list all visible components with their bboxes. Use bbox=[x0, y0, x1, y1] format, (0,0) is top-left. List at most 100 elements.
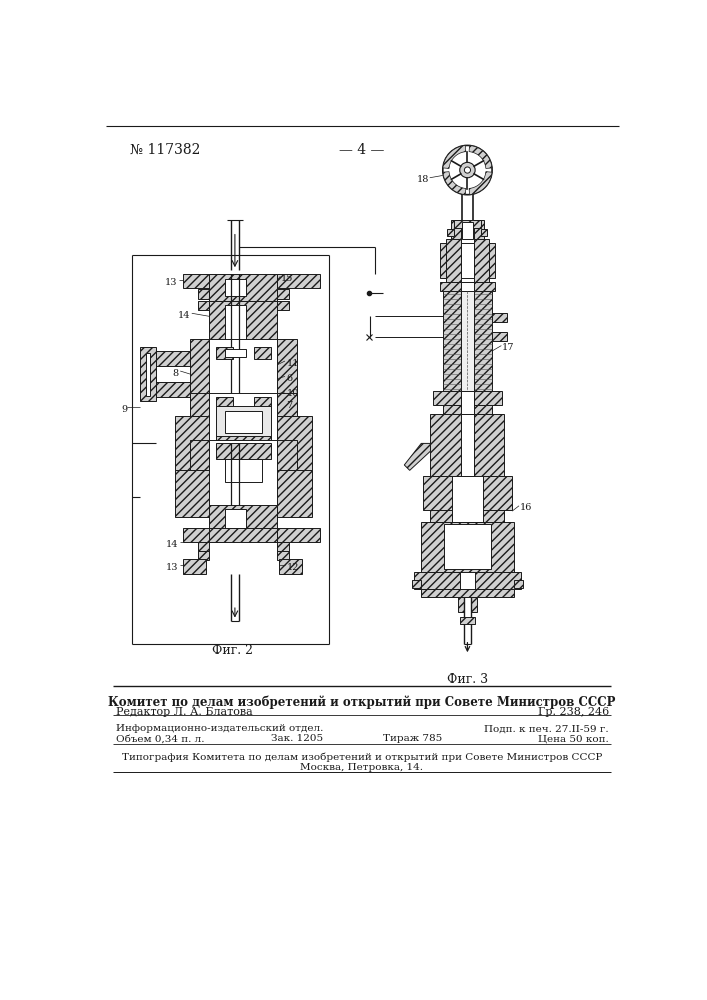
Circle shape bbox=[443, 145, 492, 195]
Text: — 4 —: — 4 — bbox=[339, 143, 385, 157]
Bar bbox=[475, 572, 521, 589]
Text: 14: 14 bbox=[166, 540, 179, 549]
Bar bbox=[452, 476, 483, 522]
Bar bbox=[209, 440, 277, 517]
Bar bbox=[414, 572, 460, 589]
Bar bbox=[474, 239, 489, 282]
Bar bbox=[182, 528, 225, 542]
Text: 10: 10 bbox=[286, 389, 299, 398]
Text: № 117382: № 117382 bbox=[130, 143, 201, 157]
Bar bbox=[277, 551, 288, 560]
Bar bbox=[450, 220, 461, 239]
Bar bbox=[225, 459, 262, 482]
Text: 16: 16 bbox=[520, 503, 532, 512]
Bar bbox=[175, 416, 209, 470]
Bar bbox=[431, 510, 504, 522]
Bar bbox=[412, 580, 421, 588]
Bar bbox=[209, 393, 277, 470]
Bar bbox=[216, 347, 233, 359]
Bar bbox=[277, 301, 288, 310]
Text: 13: 13 bbox=[166, 563, 179, 572]
Bar bbox=[182, 274, 225, 288]
Text: 6: 6 bbox=[286, 374, 293, 383]
Bar bbox=[140, 347, 156, 401]
Bar bbox=[489, 243, 495, 278]
Text: Информационно-издательский отдел.: Информационно-издательский отдел. bbox=[115, 724, 323, 733]
Bar bbox=[474, 391, 502, 405]
Text: 9: 9 bbox=[121, 405, 127, 414]
Bar bbox=[225, 305, 247, 347]
Bar bbox=[474, 476, 512, 510]
Bar bbox=[216, 436, 271, 447]
Bar bbox=[461, 391, 474, 414]
Bar bbox=[481, 229, 487, 235]
Bar bbox=[190, 339, 209, 416]
Text: Комитет по делам изобретений и открытий при Совете Министров СССР: Комитет по делам изобретений и открытий … bbox=[108, 696, 616, 709]
Bar bbox=[444, 524, 491, 569]
Bar bbox=[198, 289, 209, 299]
Polygon shape bbox=[443, 146, 466, 168]
Bar bbox=[277, 393, 296, 416]
Polygon shape bbox=[404, 443, 431, 470]
Bar bbox=[423, 476, 461, 510]
Bar bbox=[464, 597, 472, 620]
Bar bbox=[277, 274, 320, 288]
Bar bbox=[225, 279, 247, 296]
Text: 15: 15 bbox=[281, 274, 293, 283]
Bar bbox=[454, 220, 481, 228]
Bar bbox=[448, 229, 454, 235]
Bar bbox=[474, 405, 492, 414]
Bar bbox=[277, 528, 320, 542]
Bar bbox=[446, 239, 461, 282]
Bar bbox=[461, 291, 474, 391]
Text: 14: 14 bbox=[177, 311, 190, 320]
Text: Зак. 1205: Зак. 1205 bbox=[271, 734, 323, 743]
Text: Типография Комитета по делам изобретений и открытий при Совете Министров СССР: Типография Комитета по делам изобретений… bbox=[122, 753, 602, 762]
Text: Фиг. 3: Фиг. 3 bbox=[447, 673, 488, 686]
Bar bbox=[421, 589, 514, 597]
Text: Объем 0,34 п. л.: Объем 0,34 п. л. bbox=[115, 734, 204, 743]
Bar bbox=[156, 382, 209, 397]
Bar bbox=[277, 416, 312, 470]
Text: Фиг. 2: Фиг. 2 bbox=[212, 644, 253, 657]
Bar bbox=[198, 542, 209, 551]
Bar bbox=[461, 282, 474, 291]
Bar bbox=[440, 243, 446, 278]
Bar bbox=[190, 393, 209, 416]
Text: Цена 50 коп.: Цена 50 коп. bbox=[538, 734, 609, 743]
Bar bbox=[225, 349, 247, 357]
Bar bbox=[146, 353, 150, 396]
Bar bbox=[190, 440, 209, 470]
Bar bbox=[492, 312, 508, 322]
Bar bbox=[277, 470, 312, 517]
Bar bbox=[182, 559, 206, 574]
Text: Редактор Л. А. Блатова: Редактор Л. А. Блатова bbox=[115, 707, 252, 717]
Polygon shape bbox=[469, 146, 492, 168]
Bar bbox=[431, 414, 461, 476]
Text: 13: 13 bbox=[165, 278, 177, 287]
Bar bbox=[175, 470, 209, 517]
Bar bbox=[474, 414, 504, 476]
Bar bbox=[421, 522, 514, 572]
Bar bbox=[209, 301, 277, 347]
Bar bbox=[462, 222, 473, 239]
Polygon shape bbox=[469, 172, 492, 195]
Bar bbox=[277, 289, 288, 299]
Bar bbox=[209, 505, 277, 528]
Bar bbox=[198, 301, 209, 310]
Bar bbox=[216, 406, 271, 437]
Text: 18: 18 bbox=[416, 175, 429, 184]
Bar bbox=[461, 414, 474, 476]
Text: 7: 7 bbox=[286, 401, 293, 410]
Bar bbox=[279, 559, 302, 574]
Text: Тираж 785: Тираж 785 bbox=[382, 734, 442, 743]
Text: 8: 8 bbox=[173, 369, 179, 378]
Bar bbox=[198, 551, 209, 560]
Bar bbox=[209, 274, 277, 301]
Bar bbox=[443, 405, 461, 414]
Text: 17: 17 bbox=[502, 343, 515, 352]
Bar bbox=[492, 332, 508, 341]
Bar bbox=[433, 391, 461, 405]
Bar bbox=[440, 282, 495, 291]
Circle shape bbox=[460, 162, 475, 178]
